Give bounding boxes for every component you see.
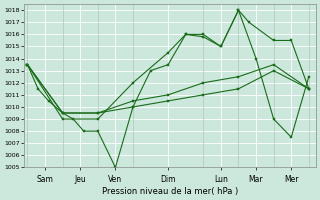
X-axis label: Pression niveau de la mer( hPa ): Pression niveau de la mer( hPa ): [102, 187, 238, 196]
